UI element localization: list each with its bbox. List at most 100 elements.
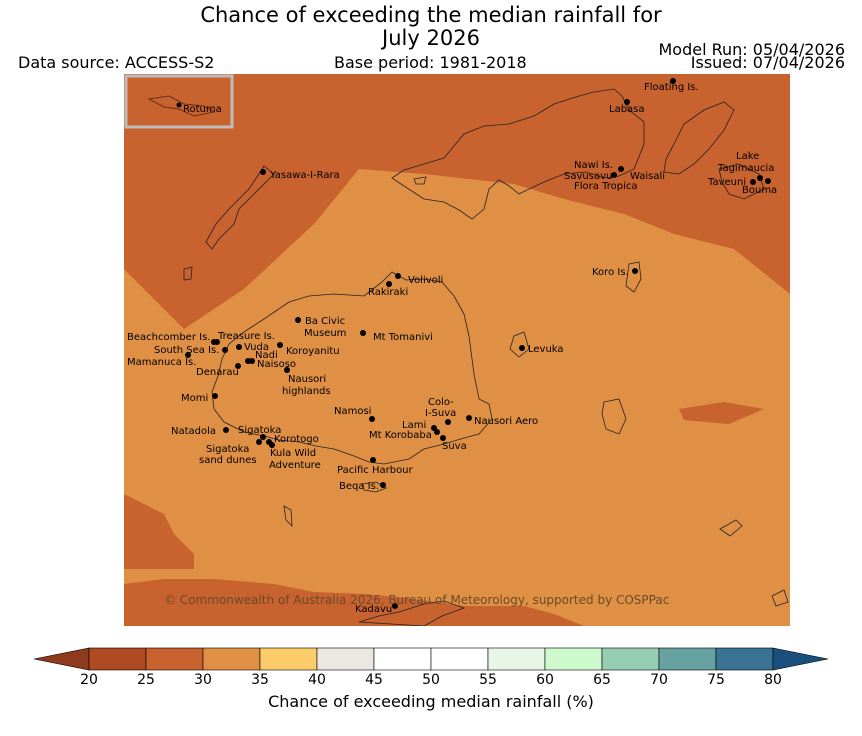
place-label: Suva xyxy=(442,441,467,452)
koroyanitu-marker xyxy=(277,342,283,348)
kadavu-coastline xyxy=(358,600,466,626)
ovalau-coastline xyxy=(509,331,530,358)
rotuma-label: Rotuma xyxy=(183,104,222,115)
place-label: Waisali xyxy=(630,171,665,182)
rakiraki-marker xyxy=(386,281,392,287)
colorbar-cells xyxy=(33,647,829,671)
place-label: Momi xyxy=(181,393,208,404)
copyright-notice: © Commonwealth of Australia 2026, Bureau… xyxy=(164,593,669,607)
taveuni-coastline xyxy=(663,101,735,175)
colorbar-tick-label: 80 xyxy=(764,672,782,688)
islet-sw xyxy=(413,176,427,185)
vanua-levu-coastline xyxy=(391,88,645,220)
place-label: Mamanuca Is. xyxy=(127,357,196,368)
colorbar-tick-label: 30 xyxy=(194,672,212,688)
band-30-35 xyxy=(124,169,790,626)
colorbar-tick-label: 20 xyxy=(80,672,98,688)
colorbar-cell xyxy=(487,647,546,671)
place-label: Floating Is. xyxy=(644,82,699,93)
map-canvas: Rotuma Floating Is. Labasa Yasawa-I-Rar xyxy=(124,74,790,626)
place-label: Yasawa-I-Rara xyxy=(269,170,340,181)
colorbar-over-arrow xyxy=(772,647,829,671)
naisoso-marker xyxy=(249,358,255,364)
treasure-marker xyxy=(214,339,220,345)
colorbar-cell xyxy=(715,647,774,671)
yasawa-coastline xyxy=(205,165,275,250)
yasawa-marker xyxy=(260,169,266,175)
labasa-marker xyxy=(624,99,630,105)
colorbar-under-arrow xyxy=(33,647,90,671)
place-label: Tagimaucia xyxy=(717,163,774,174)
place-label: Taveuni xyxy=(707,177,746,188)
place-label: Adventure xyxy=(269,460,321,471)
place-label: Bouma xyxy=(742,185,777,196)
beqa-coastline xyxy=(361,481,387,493)
colorbar-tick-label: 25 xyxy=(137,672,155,688)
place-label: Nawi Is. xyxy=(574,160,613,171)
place-label: Denarau xyxy=(196,367,239,378)
colorbar-cell xyxy=(88,647,147,671)
sigatoka-marker xyxy=(260,434,266,440)
nausori-aero-marker xyxy=(466,415,472,421)
place-label: Mt Korobaba xyxy=(369,430,432,441)
colorbar-cell xyxy=(373,647,432,671)
colorbar-cell xyxy=(145,647,204,671)
colorbar-tick-label: 35 xyxy=(251,672,269,688)
ba-marker xyxy=(295,317,301,323)
colo-i-suva-marker xyxy=(445,419,451,425)
place-label: Kadavu xyxy=(355,604,392,615)
tagimaucia-marker xyxy=(757,175,763,181)
colorbar-label: Chance of exceeding median rainfall (%) xyxy=(268,692,594,711)
volivoli-marker xyxy=(395,273,401,279)
qamea-coastline xyxy=(718,163,765,200)
place-label: Koro Is. xyxy=(592,267,629,278)
colorbar-tick-label: 50 xyxy=(422,672,440,688)
savusavu-marker xyxy=(611,172,617,178)
colorbar-cell xyxy=(544,647,603,671)
floating-is-marker xyxy=(670,78,676,84)
colorbar-tick-label: 70 xyxy=(650,672,668,688)
place-label: Sigatoka xyxy=(206,444,249,455)
colorbar-cell xyxy=(601,647,660,671)
data-source: Data source: ACCESS-S2 xyxy=(18,53,215,72)
rainfall-map: Rotuma Floating Is. Labasa Yasawa-I-Rar xyxy=(124,74,790,626)
colorbar-tick-label: 65 xyxy=(593,672,611,688)
beqa-marker xyxy=(380,482,386,488)
lau-islet xyxy=(719,519,743,537)
tomanivi-marker xyxy=(360,330,366,336)
place-label: Nausori xyxy=(288,374,326,385)
colorbar-cell xyxy=(316,647,375,671)
map-title-line2: July 2026 xyxy=(382,26,480,50)
place-label: Pacific Harbour xyxy=(337,465,414,476)
place-label: Levuka xyxy=(528,344,564,355)
nawi-marker xyxy=(618,166,624,172)
denarau-marker xyxy=(235,363,241,369)
place-label: Labasa xyxy=(609,104,645,115)
bouma-marker xyxy=(765,178,771,184)
colorbar-cell xyxy=(202,647,261,671)
suva-marker xyxy=(440,435,446,441)
koro-marker xyxy=(632,268,638,274)
colorbar xyxy=(33,647,829,671)
namosi-marker xyxy=(369,416,375,422)
levuka-marker xyxy=(519,345,525,351)
place-label: Beachcomber Is. xyxy=(127,332,210,343)
place-label: Nadi xyxy=(255,350,278,361)
place-label: Korotogo xyxy=(274,434,319,445)
colorbar-tick-label: 45 xyxy=(365,672,383,688)
place-label: I-Suva xyxy=(425,408,456,419)
place-label: Koroyanitu xyxy=(286,346,340,357)
korobaba-marker xyxy=(434,429,440,435)
place-label: South Sea Is. xyxy=(154,345,219,356)
mamanuca-marker xyxy=(185,352,191,358)
place-label: Colo- xyxy=(428,397,454,408)
place-label: Nausori Aero xyxy=(474,416,538,427)
place-markers: Floating Is. Labasa Yasawa-I-Rara Nawi I… xyxy=(127,78,777,615)
model-run: Model Run: 05/04/2026 xyxy=(658,40,846,59)
map-title-line1: Chance of exceeding the median rainfall … xyxy=(200,3,662,27)
base-period: Base period: 1981-2018 xyxy=(334,53,527,72)
place-label: Savusavu xyxy=(564,171,612,182)
place-label: Beqa Is. xyxy=(339,481,379,492)
colorbar-tick-label: 75 xyxy=(707,672,725,688)
pacific-harbour-marker xyxy=(370,457,376,463)
